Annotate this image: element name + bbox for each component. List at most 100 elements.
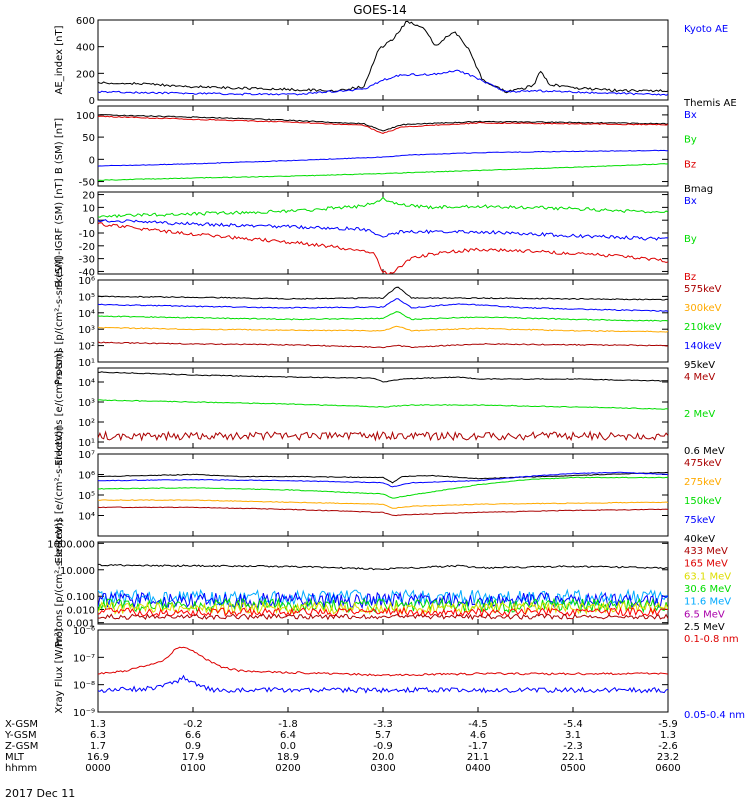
x-row-value: 23.2	[657, 752, 679, 763]
x-row-label: hhmm	[5, 763, 37, 774]
x-row-value: 6.3	[90, 730, 106, 741]
y-tick-label: 10⁻⁹	[73, 708, 95, 719]
x-row-value: -1.8	[278, 719, 298, 730]
legend-entry: 210keV	[684, 322, 722, 333]
x-row-value: 0400	[465, 763, 490, 774]
legend-entry: Bz	[684, 159, 696, 170]
panel-6: 10⁴ 10⁵ 10⁶ 10⁷ Electrons [e/(cm²-s-sr-keV)]…	[54, 426, 722, 563]
legend-entry: 475keV	[684, 458, 722, 469]
panel-1: 0 200 400 600 AE_index [nT] Kyoto AE Themis AE	[54, 16, 737, 109]
series-bz	[98, 222, 668, 274]
y-tick-label: 1000.000	[47, 539, 95, 550]
series-group	[98, 286, 668, 349]
y-tick-label: -10	[79, 229, 95, 240]
series-group	[98, 371, 668, 442]
legend-entry: 0.1-0.8 nm	[684, 634, 739, 645]
legend-entry: Kyoto AE	[684, 24, 728, 35]
y-tick-label: 10⁶	[78, 276, 95, 287]
legend-entry: 4 MeV	[684, 372, 715, 383]
series-4-mev	[98, 430, 668, 442]
y-tick-label: 10³	[78, 398, 95, 409]
x-row-value: 0600	[655, 763, 680, 774]
legend-entry: Themis AE	[683, 98, 737, 109]
panel-frame	[97, 279, 669, 363]
series-kyoto-ae	[98, 69, 668, 96]
x-row-value: 0200	[275, 763, 300, 774]
x-row-value: -0.2	[183, 719, 203, 730]
legend-entry: 6.5 MeV	[684, 609, 725, 620]
x-row-value: 18.9	[277, 752, 299, 763]
y-tick-label: 0	[89, 96, 95, 107]
y-tick-label: -20	[79, 242, 95, 253]
y-tick-label: 0	[89, 155, 95, 166]
y-axis-label: Electrons [e/(cm²-s-sr)]	[54, 350, 65, 466]
y-tick-label: -50	[79, 178, 95, 189]
y-tick-label: 10⁴	[78, 378, 95, 389]
y-axis-label: Protons [p/(cm²-s-sr-keV)]	[54, 257, 65, 385]
panel-frame	[97, 453, 669, 537]
y-axis-label: Xray Flux [W/m²]	[54, 628, 65, 713]
series-bx	[98, 219, 668, 241]
panel-frame	[97, 191, 669, 275]
series-165-mev	[98, 606, 668, 619]
series-275kev	[98, 499, 668, 509]
series-0-1-0-8-nm	[98, 646, 668, 677]
y-tick-label: 10⁶	[78, 471, 95, 482]
x-row-value: -3.3	[373, 719, 393, 730]
y-tick-label: 10⁻⁶	[73, 626, 95, 637]
y-tick-label: 10⁵	[78, 292, 95, 303]
y-tick-label: 50	[82, 133, 95, 144]
y-tick-label: 400	[76, 43, 95, 54]
x-row-label: MLT	[5, 752, 25, 763]
y-tick-label: 600	[76, 16, 95, 27]
x-row-value: 22.1	[562, 752, 584, 763]
y-tick-label: 10	[82, 203, 95, 214]
y-tick-label: 10⁴	[78, 309, 95, 320]
series-210kev	[98, 311, 668, 322]
y-tick-label: 10⁻⁸	[73, 681, 95, 692]
legend-entry: Bz	[684, 272, 696, 283]
y-tick-label: 10⁵	[78, 491, 95, 502]
legend-entry: 140keV	[684, 341, 722, 352]
x-row-value: 20.0	[372, 752, 394, 763]
y-tick-label: 0.010	[66, 605, 95, 616]
x-row-value: 0.0	[280, 741, 296, 752]
series-433-mev	[98, 613, 668, 621]
series-0-6-mev	[98, 371, 668, 383]
x-row-label: Z-GSM	[5, 741, 38, 752]
x-row-value: 0000	[85, 763, 110, 774]
series-2-5-mev	[98, 563, 668, 571]
x-row-value: 16.9	[87, 752, 109, 763]
y-tick-label: -30	[79, 255, 95, 266]
series-group	[98, 563, 668, 621]
panel-2: -50 0 50 100 B (SM) [nT] Bx By Bz Bmag	[54, 105, 713, 195]
y-axis-label: Protons [p/(cm²-s-sr-keV)]	[54, 519, 65, 647]
y-axis-label: Electrons [e/(cm²-s-sr-keV)]	[54, 426, 65, 563]
series-575kev	[98, 341, 668, 349]
series-group	[98, 196, 668, 274]
legend-entry: 275keV	[684, 477, 722, 488]
x-row-value: -0.9	[373, 741, 393, 752]
y-tick-label: 10¹	[78, 358, 95, 369]
series-by	[98, 163, 668, 181]
series-300kev	[98, 325, 668, 333]
x-row-value: 5.7	[375, 730, 391, 741]
x-row-label: X-GSM	[5, 719, 38, 730]
x-row-value: 21.1	[467, 752, 489, 763]
y-tick-label: 10¹	[78, 438, 95, 449]
x-row-value: 1.3	[660, 730, 676, 741]
x-row-value: 6.6	[185, 730, 201, 741]
x-axis-labels: X-GSM 1.3 -0.2 -1.8 -3.3 -4.5 -5.4 -5.9 Y-GSM 6.3…	[4, 719, 681, 774]
series-group	[98, 471, 668, 517]
series-group	[98, 646, 668, 694]
y-tick-label: 10.000	[60, 566, 95, 577]
x-row-label: Y-GSM	[4, 730, 37, 741]
y-tick-label: 0.001	[66, 619, 95, 630]
series-group	[98, 20, 668, 96]
y-tick-label: 10²	[78, 342, 95, 353]
x-row-value: 3.1	[565, 730, 581, 741]
series-bmag	[98, 114, 668, 132]
x-row-value: 0100	[180, 763, 205, 774]
series-2-mev	[98, 399, 668, 410]
x-row-value: -2.6	[658, 741, 678, 752]
